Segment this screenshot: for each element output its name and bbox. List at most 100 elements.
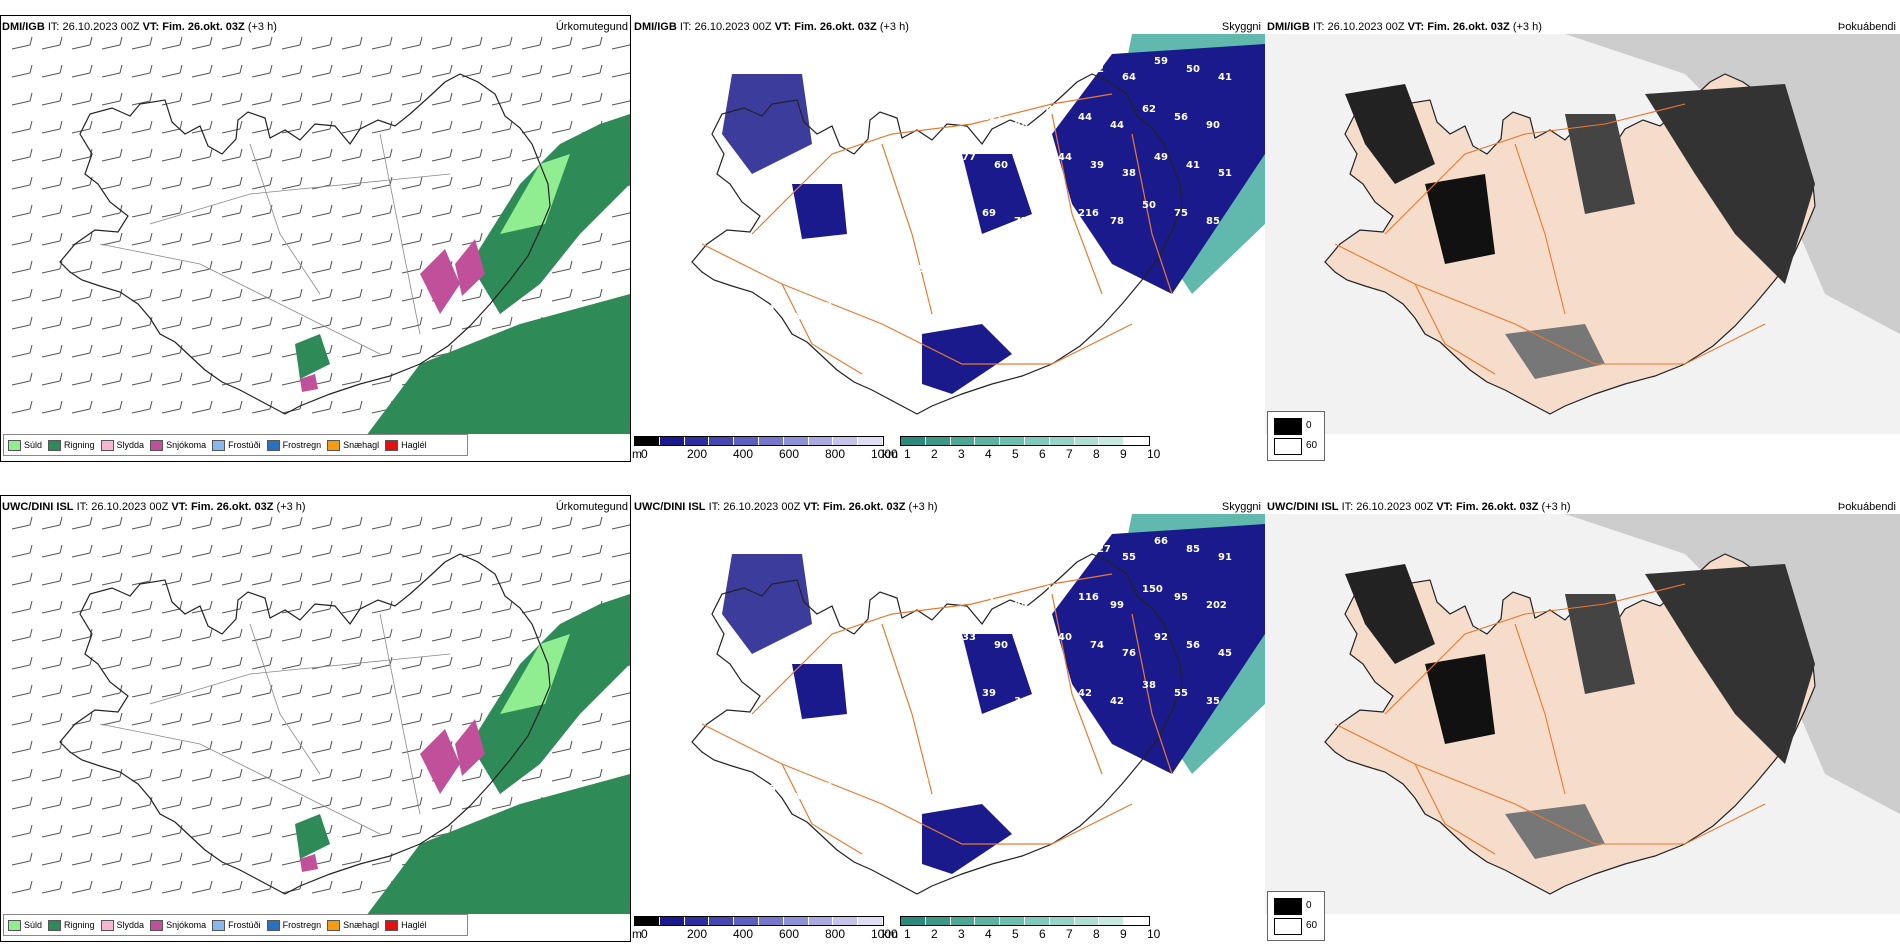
cloud-base-value: 42 xyxy=(994,64,1008,75)
product-name: Skyggni xyxy=(1221,501,1261,513)
road-network xyxy=(701,573,1173,855)
fog-legend-swatch-1 xyxy=(1274,438,1302,455)
cloud-base-value: 45 xyxy=(1218,648,1232,659)
visibility-tick: 1 xyxy=(904,447,911,461)
cloud-base-value: 89 xyxy=(962,56,976,67)
legend-swatch xyxy=(150,919,164,931)
legend-item-4: Frostúði xyxy=(212,919,261,931)
lead-time: (+3 h) xyxy=(247,21,277,33)
legend-label: Frostregn xyxy=(282,920,322,930)
height-tick: 800 xyxy=(825,927,846,941)
panel-header: UWC/DINI ISL IT: 26.10.2023 00Z VT: Fim.… xyxy=(1267,501,1571,513)
fog-panel: 0 60 DMI/IGB IT: 26.10.2023 00Z VT: Fim. 2… xyxy=(1265,0,1900,465)
cloud-base-value: 64 xyxy=(1122,72,1136,83)
cloud-base-value: 35 xyxy=(890,312,904,323)
visibility-tick: 10 xyxy=(1147,927,1161,941)
visibility-tick: 7 xyxy=(1066,447,1073,461)
cloud-base-value: 75 xyxy=(1174,208,1188,219)
init-time: 26.10.2023 00Z xyxy=(694,21,772,33)
rain-area-south xyxy=(367,774,630,914)
colorbar-cell xyxy=(734,917,759,925)
legend-item-6: Snæhagl xyxy=(327,439,379,451)
cloud-base-value: 123 xyxy=(1058,536,1079,547)
colorbar-cell xyxy=(635,437,660,445)
cloud-base-value: 55 xyxy=(1174,688,1188,699)
lead-time: (+3 h) xyxy=(1512,21,1542,33)
cloud-base-value: 42 xyxy=(1090,64,1104,75)
model-name: DMI/IGB xyxy=(2,21,45,33)
legend-item-0: Súld xyxy=(8,439,42,451)
fog-south xyxy=(1505,804,1605,859)
cloud-base-value: 39 xyxy=(1090,160,1104,171)
height-tick: 1000 xyxy=(871,927,898,941)
cloud-base-value: 53 xyxy=(794,312,808,323)
height-tick: 200 xyxy=(687,447,708,461)
visibility-tick: 8 xyxy=(1093,447,1100,461)
visibility-tick: 7 xyxy=(1066,927,1073,941)
cloud-base-value: 33 xyxy=(1046,680,1060,691)
cloud-base-value: 49 xyxy=(858,304,872,315)
height-tick: 0 xyxy=(641,927,648,941)
valid-time: Fim. 26.okt. 03Z xyxy=(1455,501,1539,513)
cloud-base-value: 51 xyxy=(1046,200,1060,211)
model-name: UWC/DINI ISL xyxy=(634,501,706,513)
colorbar-cell xyxy=(734,437,759,445)
init-time: 26.10.2023 00Z xyxy=(1327,21,1405,33)
cloud-base-value: 51 xyxy=(1218,168,1232,179)
visibility-ticks: km 1 2 3 4 5 6 7 8 9 10 xyxy=(882,447,1162,461)
cloud-base-value: 77 xyxy=(1014,216,1028,227)
iceland-outline xyxy=(59,553,551,895)
cloud-base-value: 139 xyxy=(742,248,763,259)
rain-area-southwest xyxy=(295,814,330,859)
fog-indicator-map xyxy=(1265,34,1900,434)
legend-swatch xyxy=(8,439,21,451)
height-tick: 400 xyxy=(733,447,754,461)
low-cloud-west xyxy=(722,554,812,654)
drizzle-area xyxy=(500,634,570,714)
cloud-base-value: 93 xyxy=(806,744,820,755)
cloud-base-value: 50 xyxy=(1142,200,1156,211)
cloud-base-value: 37 xyxy=(858,784,872,795)
snow-area-2 xyxy=(455,239,485,296)
legend-label: Frostregn xyxy=(282,440,322,450)
colorbar-cell xyxy=(808,437,834,445)
legend-swatch xyxy=(385,919,399,931)
colorbar-cell xyxy=(950,917,976,925)
height-tick: 800 xyxy=(825,447,846,461)
cloud-base-value: 202 xyxy=(1206,600,1227,611)
cloud-base-value: 76 xyxy=(1122,648,1136,659)
model-name: DMI/IGB xyxy=(1267,21,1310,33)
cloud-base-value: 44 xyxy=(1058,152,1072,163)
cloud-base-value: 39 xyxy=(982,688,996,699)
cloud-base-value: 40 xyxy=(950,680,964,691)
lead-time: (+3 h) xyxy=(879,21,909,33)
low-cloud-center xyxy=(792,664,847,719)
colorbar-cell xyxy=(858,917,883,925)
colorbar-cell xyxy=(1049,917,1075,925)
precip-map xyxy=(11,36,630,434)
valid-time-label: VT: xyxy=(171,501,188,513)
cloud-base-value: 51 xyxy=(826,296,840,307)
init-time-label: IT: xyxy=(708,501,721,513)
legend-swatch xyxy=(150,439,164,451)
panel-header: DMI/IGB IT: 26.10.2023 00Z VT: Fim. 26.o… xyxy=(634,21,909,33)
colorbar-cell xyxy=(635,917,660,925)
cloud-base-value: 88 xyxy=(730,776,744,787)
valid-time-label: VT: xyxy=(142,21,160,33)
lead-time: (+3 h) xyxy=(276,501,306,513)
cloud-base-value: 61 xyxy=(762,304,776,315)
precip-type-legend: Súld Rigning Slydda Snjókoma Frostúði Frostre… xyxy=(3,434,468,456)
colorbar-cell xyxy=(758,437,784,445)
visibility-tick: 9 xyxy=(1120,927,1127,941)
colorbar-cell xyxy=(709,437,735,445)
snow-area-1 xyxy=(420,729,460,794)
dense-fog-east xyxy=(1645,564,1815,764)
fog-panel: 0 60 UWC/DINI ISL IT: 26.10.2023 00Z VT: F… xyxy=(1265,480,1900,945)
colorbar-cell xyxy=(684,437,710,445)
fog-legend-swatch-1 xyxy=(1274,918,1302,935)
legend-label: Frostúði xyxy=(228,440,261,450)
model-name: DMI/IGB xyxy=(634,21,677,33)
cloud-base-value: 126 xyxy=(870,736,891,747)
low-cloud-north xyxy=(962,634,1032,714)
cloud-base-value: 107 xyxy=(806,264,827,275)
